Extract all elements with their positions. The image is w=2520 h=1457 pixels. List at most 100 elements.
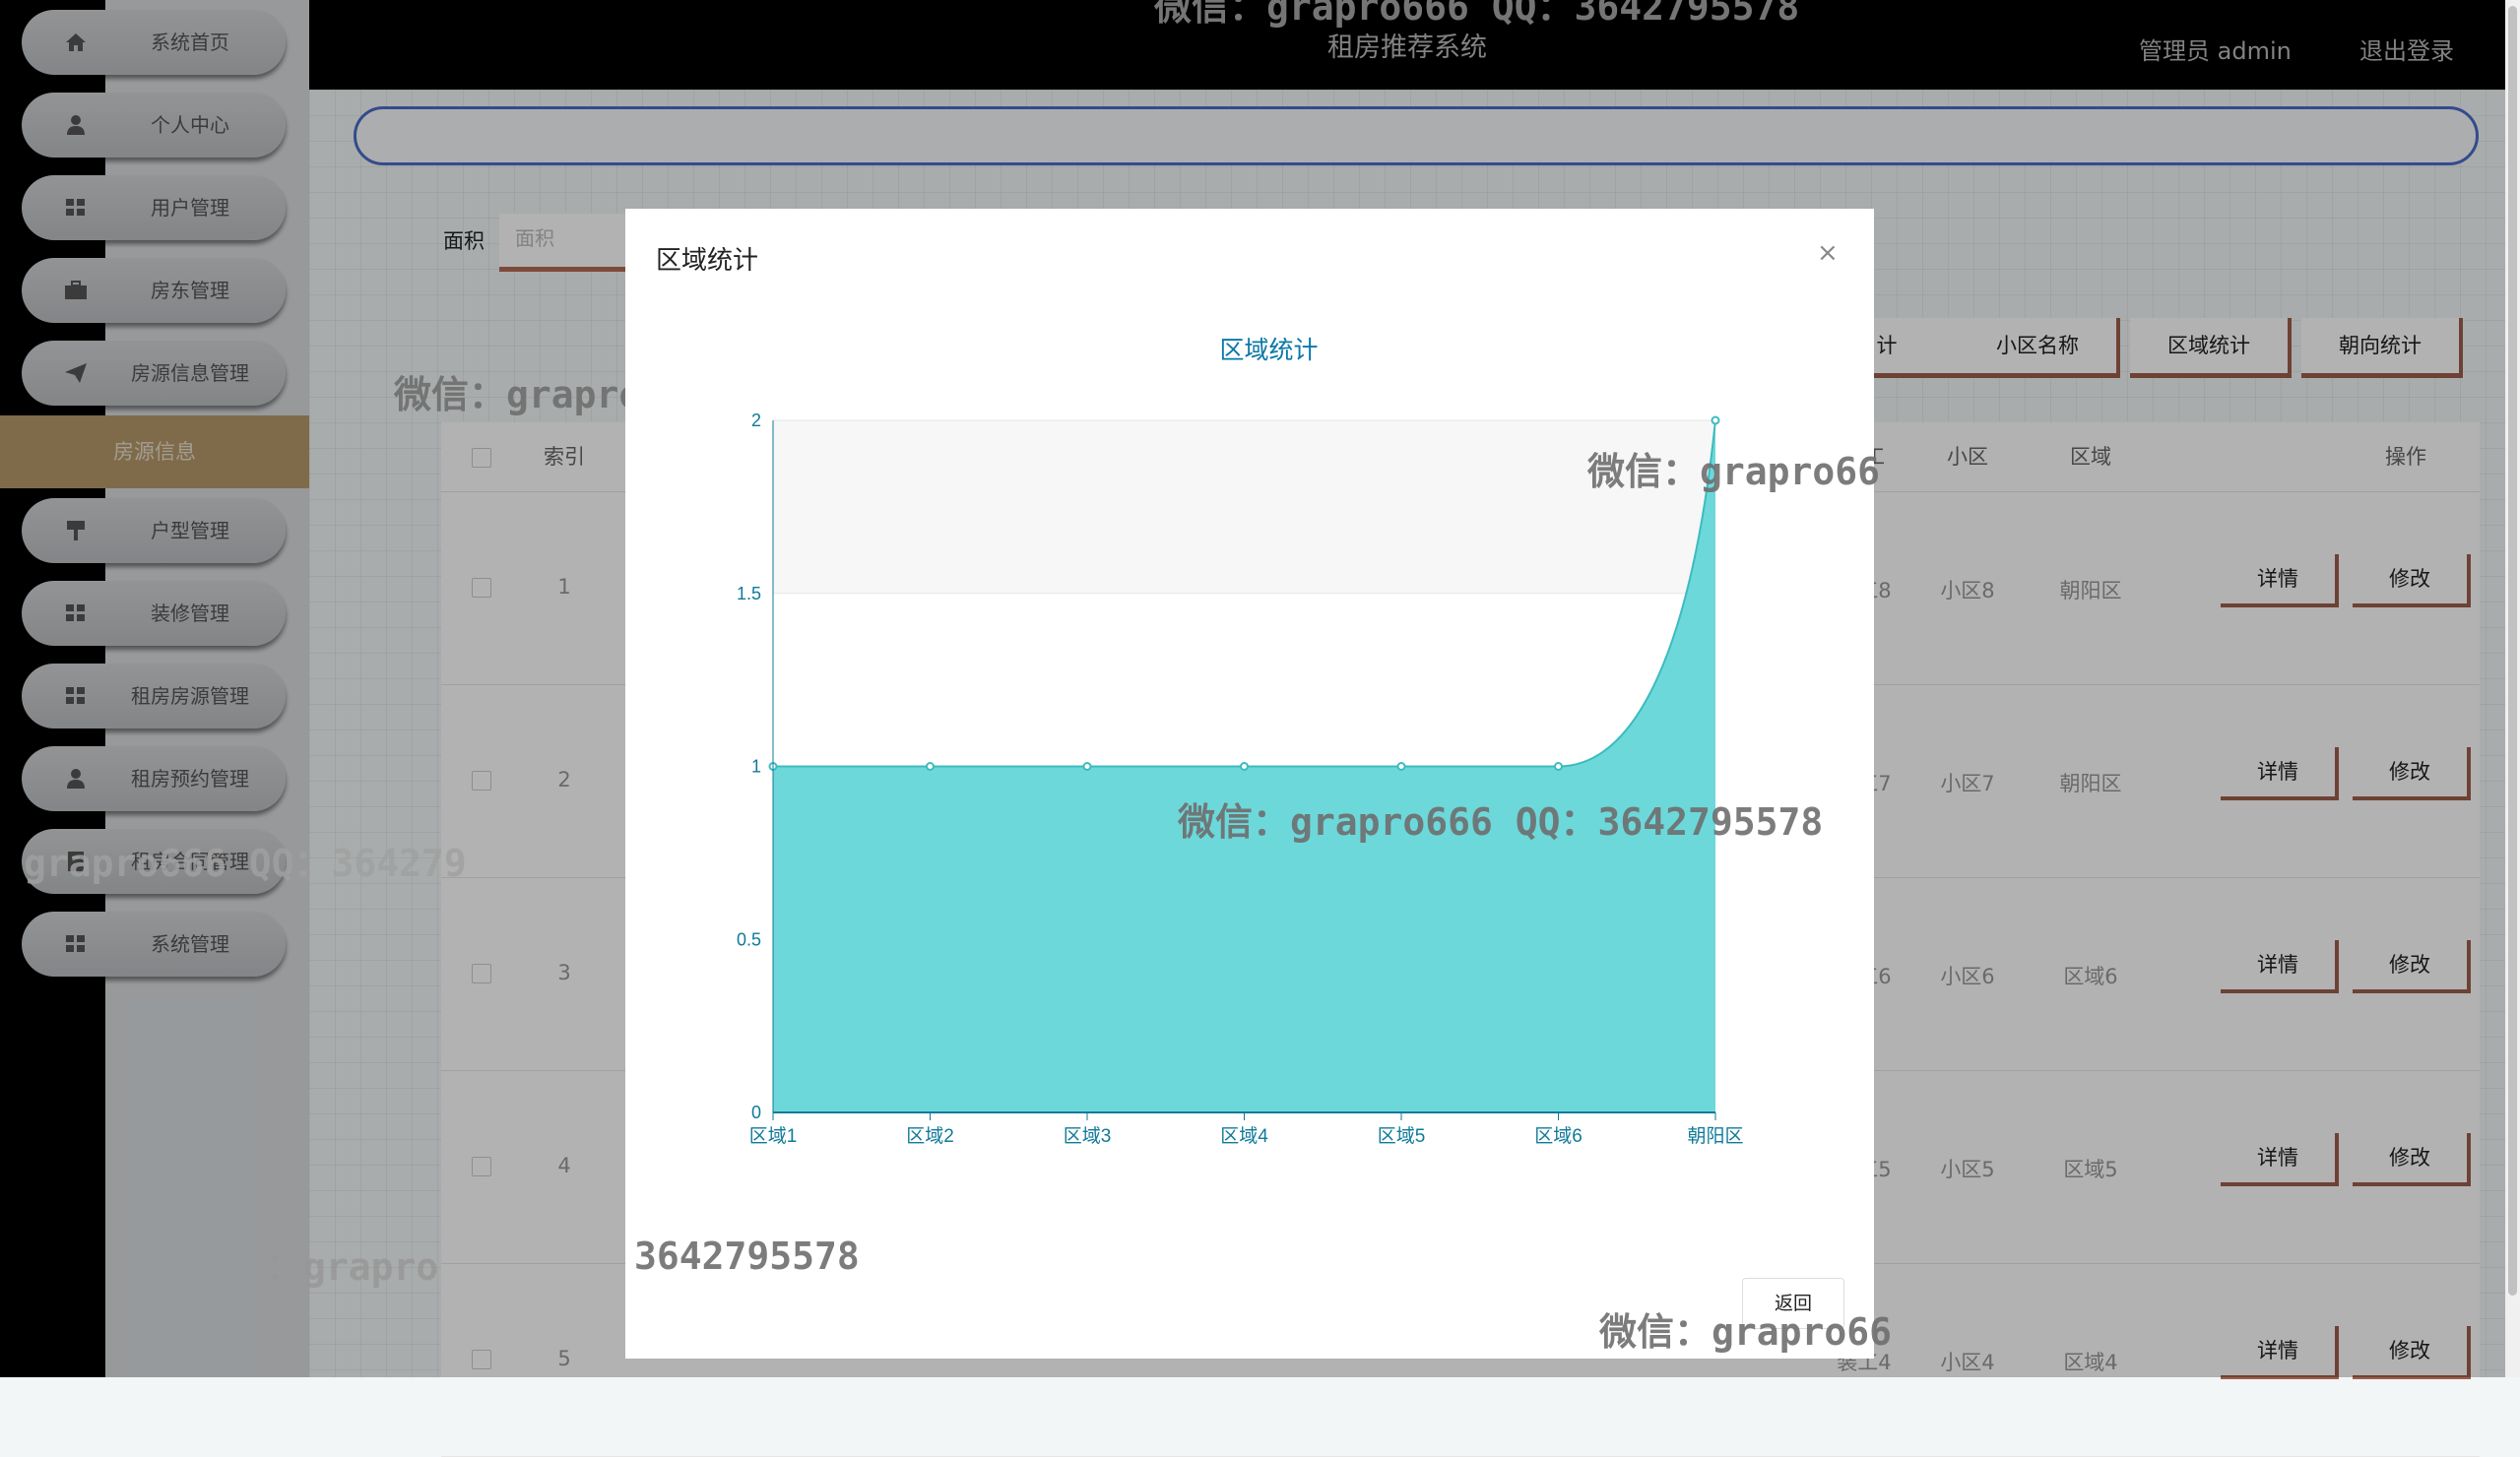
row-region: 区域6 bbox=[2063, 965, 2118, 988]
sidebar-item-11[interactable]: 系统管理 bbox=[22, 912, 286, 977]
sidebar-item-label: 租房预约管理 bbox=[131, 767, 249, 791]
row-checkbox[interactable] bbox=[472, 578, 491, 598]
row-index: 3 bbox=[557, 961, 571, 984]
sidebar-item-1[interactable]: 系统首页 bbox=[22, 10, 286, 75]
grid-band bbox=[773, 420, 1715, 594]
sidebar-item-4[interactable]: 房东管理 bbox=[22, 258, 286, 323]
sidebar-item-3[interactable]: 用户管理 bbox=[22, 175, 286, 240]
x-tick-label: 区域6 bbox=[1534, 1125, 1583, 1147]
region-stats-modal: 区域统计 × 0 0.5 1 1.5 2 区域1 区域2 区域3 区域4 区域5 区域6 朝阳区 区域统… bbox=[625, 209, 1874, 1359]
header-bar: 租房推荐系统 管理员 admin 退出登录 bbox=[309, 0, 2505, 90]
back-button[interactable]: 返回 bbox=[1742, 1278, 1844, 1329]
sidebar-item-8[interactable]: 租房房源管理 bbox=[22, 664, 286, 728]
sidebar-item-7[interactable]: 装修管理 bbox=[22, 581, 286, 646]
row-region: 朝阳区 bbox=[2059, 579, 2122, 602]
user-icon bbox=[63, 112, 89, 138]
sidebar-item-6[interactable]: 户型管理 bbox=[22, 498, 286, 563]
region-stats-button[interactable]: 区域统计 bbox=[2130, 318, 2292, 378]
area-input[interactable]: 面积 bbox=[499, 214, 633, 272]
watermark-d: grapro666 QQ：364279 bbox=[24, 842, 467, 885]
data-point bbox=[1396, 762, 1406, 771]
admin-label: 管理员 admin bbox=[2139, 37, 2292, 65]
row-region: 朝阳区 bbox=[2059, 772, 2122, 795]
row-community: 小区7 bbox=[1940, 772, 1995, 795]
edit-button[interactable]: 修改 bbox=[2353, 1133, 2471, 1186]
x-tick-label: 区域1 bbox=[749, 1125, 798, 1147]
data-point bbox=[1082, 762, 1092, 771]
x-tick-label: 朝阳区 bbox=[1687, 1125, 1743, 1147]
row-checkbox[interactable] bbox=[472, 1157, 491, 1176]
data-point bbox=[1240, 762, 1249, 771]
y-tick-label: 2 bbox=[751, 411, 761, 430]
watermark-top: 微信：grapro666 QQ：3642795578 bbox=[1154, 0, 1800, 29]
row-region: 区域4 bbox=[2063, 1351, 2118, 1374]
sidebar-item-label: 装修管理 bbox=[151, 602, 229, 625]
x-tick-label: 区域4 bbox=[1220, 1125, 1268, 1147]
sidebar-item-2[interactable]: 个人中心 bbox=[22, 93, 286, 158]
brush-icon bbox=[63, 518, 89, 543]
col-index: 索引 bbox=[544, 445, 585, 469]
series-line bbox=[773, 419, 1716, 768]
watermark-b: 微信：grapro66 bbox=[1587, 450, 1881, 493]
home-icon bbox=[63, 30, 89, 55]
y-tick-label: 0.5 bbox=[737, 929, 761, 949]
watermark-f: 3642795578 bbox=[634, 1235, 860, 1278]
modal-title: 区域统计 bbox=[656, 246, 759, 276]
send-icon bbox=[63, 360, 89, 386]
row-index: 5 bbox=[557, 1347, 571, 1370]
edit-button[interactable]: 修改 bbox=[2353, 940, 2471, 993]
grid-icon bbox=[63, 601, 89, 626]
grid-icon bbox=[63, 195, 89, 221]
sidebar-item-label: 系统管理 bbox=[151, 932, 229, 956]
data-point bbox=[926, 762, 935, 771]
data-point bbox=[1711, 415, 1720, 425]
sidebar-item-label: 房源信息管理 bbox=[131, 361, 249, 385]
sidebar-item-5[interactable]: 房源信息管理 bbox=[22, 341, 286, 406]
detail-button[interactable]: 详情 bbox=[2221, 554, 2339, 607]
col-region: 区域 bbox=[2070, 445, 2111, 469]
x-tick-label: 区域3 bbox=[1064, 1125, 1112, 1147]
data-point bbox=[1554, 762, 1563, 771]
sidebar-item-active[interactable]: 房源信息 bbox=[0, 415, 309, 488]
community-name-button[interactable]: 小区名称 bbox=[1959, 318, 2120, 378]
sidebar-item-10[interactable]: 租房合同管理 bbox=[22, 829, 286, 894]
row-checkbox[interactable] bbox=[472, 964, 491, 983]
sidebar-item-label: 租房房源管理 bbox=[131, 684, 249, 708]
logout-link[interactable]: 退出登录 bbox=[2359, 37, 2454, 65]
y-tick-label: 1.5 bbox=[737, 584, 761, 603]
row-community: 小区4 bbox=[1940, 1351, 1995, 1374]
select-all-checkbox[interactable] bbox=[472, 448, 491, 468]
chart-title: 区域统计 bbox=[1219, 337, 1318, 364]
sidebar-item-label: 用户管理 bbox=[151, 196, 229, 220]
watermark-g: 微信：grapro66 bbox=[1599, 1310, 1893, 1354]
sidebar-item-label: 租房合同管理 bbox=[131, 850, 249, 873]
y-tick-label: 1 bbox=[751, 757, 761, 777]
sidebar-item-label: 房东管理 bbox=[151, 279, 229, 302]
grid-icon bbox=[63, 931, 89, 957]
col-community: 小区 bbox=[1947, 445, 1988, 469]
row-region: 区域5 bbox=[2063, 1158, 2118, 1181]
detail-button[interactable]: 详情 bbox=[2221, 747, 2339, 800]
row-index: 4 bbox=[557, 1154, 571, 1177]
detail-button[interactable]: 详情 bbox=[2221, 1133, 2339, 1186]
grid-icon bbox=[63, 683, 89, 709]
y-tick-label: 0 bbox=[751, 1103, 761, 1122]
scrollbar-thumb[interactable] bbox=[2508, 6, 2517, 1296]
briefcase-icon bbox=[63, 278, 89, 303]
sidebar-item-9[interactable]: 租房预约管理 bbox=[22, 746, 286, 811]
close-icon[interactable]: × bbox=[1817, 238, 1839, 268]
edit-button[interactable]: 修改 bbox=[2353, 554, 2471, 607]
detail-button[interactable]: 详情 bbox=[2221, 940, 2339, 993]
orientation-stats-button[interactable]: 朝向统计 bbox=[2301, 318, 2463, 378]
row-checkbox[interactable] bbox=[472, 771, 491, 791]
row-checkbox[interactable] bbox=[472, 1350, 491, 1369]
edit-button[interactable]: 修改 bbox=[2353, 747, 2471, 800]
col-actions: 操作 bbox=[2385, 445, 2426, 469]
document-icon bbox=[63, 849, 89, 874]
search-bar[interactable] bbox=[354, 106, 2479, 165]
sidebar-item-label: 系统首页 bbox=[151, 31, 229, 54]
watermark-e: ：grapro bbox=[266, 1245, 439, 1289]
page-scrollbar[interactable] bbox=[2505, 0, 2520, 1377]
region-area-chart: 0 0.5 1 1.5 2 区域1 区域2 区域3 区域4 区域5 区域6 朝阳区 区域统计 bbox=[737, 337, 1744, 1147]
x-tick-label: 区域2 bbox=[906, 1125, 954, 1147]
